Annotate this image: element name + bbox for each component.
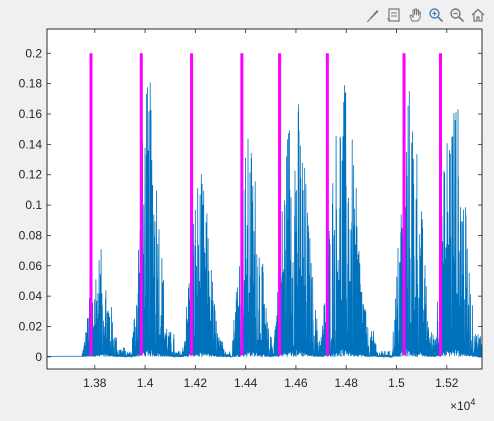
x-axis-exponent: ×104 — [450, 397, 475, 413]
x-tick-label: 1.5 — [388, 376, 405, 390]
x-tick-label: 1.48 — [335, 376, 359, 390]
y-tick-label: 0.04 — [19, 289, 43, 303]
y-tick-label: 0 — [35, 350, 42, 364]
y-tick-label: 0.08 — [19, 228, 43, 242]
y-tick-label: 0.12 — [19, 168, 43, 182]
x-tick-label: 1.52 — [435, 376, 459, 390]
x-tick-label: 1.42 — [184, 376, 208, 390]
y-tick-label: 0.14 — [19, 137, 43, 151]
zoom-in-icon[interactable] — [426, 5, 446, 25]
y-tick-label: 0.1 — [25, 198, 42, 212]
y-tick-label: 0.16 — [19, 107, 43, 121]
x-tick-label: 1.38 — [83, 376, 107, 390]
x-axis: 1.38 1.4 1.42 1.44 1.46 1.48 1.5 1.52 — [83, 29, 459, 390]
y-tick-label: 0.06 — [19, 259, 43, 273]
y-tick-label: 0.18 — [19, 77, 43, 91]
x-tick-label: 1.4 — [137, 376, 154, 390]
home-icon[interactable] — [468, 5, 488, 25]
x-tick-label: 1.46 — [284, 376, 308, 390]
figure-toolbar — [363, 4, 488, 26]
brush-icon[interactable] — [363, 5, 383, 25]
pan-icon[interactable] — [405, 5, 425, 25]
zoom-out-icon[interactable] — [447, 5, 467, 25]
signal-series-line — [47, 82, 482, 359]
axes-border — [46, 28, 483, 370]
y-tick-label: 0.2 — [25, 46, 42, 60]
y-tick-label: 0.02 — [19, 320, 43, 334]
y-axis: 0 0.02 0.04 0.06 0.08 0.1 0.12 0.14 0.16 0.18 0.2 — [19, 46, 482, 364]
export-icon[interactable] — [384, 5, 404, 25]
x-tick-label: 1.44 — [234, 376, 258, 390]
